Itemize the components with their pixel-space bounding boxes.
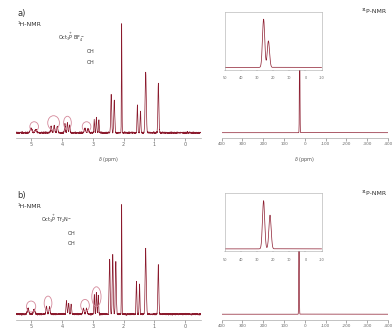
Text: b): b) <box>18 191 26 200</box>
Text: $\delta$ (ppm): $\delta$ (ppm) <box>294 155 315 164</box>
Text: ³¹P-NMR: ³¹P-NMR <box>361 9 387 14</box>
Text: ¹H-NMR: ¹H-NMR <box>18 204 42 209</box>
Text: $\mathrm{OH}$: $\mathrm{OH}$ <box>67 229 76 237</box>
Text: $\mathrm{OH}$: $\mathrm{OH}$ <box>86 58 95 66</box>
Text: $\mathrm{Oct_3\overset{+}{P}\ Tf_2N^-}$: $\mathrm{Oct_3\overset{+}{P}\ Tf_2N^-}$ <box>41 212 72 225</box>
Text: $\delta$ (ppm): $\delta$ (ppm) <box>98 155 118 164</box>
Text: ¹H-NMR: ¹H-NMR <box>18 22 42 27</box>
Text: ³¹P-NMR: ³¹P-NMR <box>361 191 387 196</box>
Text: $\mathrm{Oct_3\overset{+}{P}\ BF_4^-}$: $\mathrm{Oct_3\overset{+}{P}\ BF_4^-}$ <box>58 30 85 44</box>
Text: a): a) <box>18 9 26 18</box>
Text: $\mathrm{OH}$: $\mathrm{OH}$ <box>86 47 95 55</box>
Text: $\mathrm{OH}$: $\mathrm{OH}$ <box>67 239 76 247</box>
